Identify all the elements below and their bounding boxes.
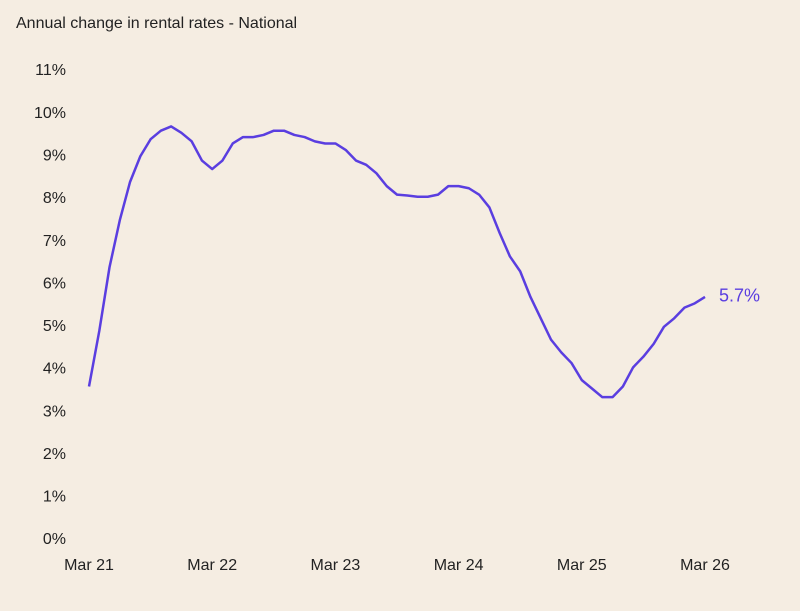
y-tick-label: 11% [35, 62, 66, 79]
y-tick-label: 7% [43, 233, 66, 250]
x-tick-label: Mar 23 [311, 557, 361, 574]
x-tick-label: Mar 24 [434, 557, 484, 574]
x-tick-label: Mar 22 [187, 557, 237, 574]
y-tick-label: 3% [43, 403, 66, 420]
y-tick-label: 8% [43, 190, 66, 207]
x-tick-label: Mar 21 [64, 557, 114, 574]
line [87, 125, 706, 399]
y-tick-label: 6% [43, 275, 66, 292]
y-tick-label: 1% [43, 489, 66, 506]
data-label: 5.7% [719, 286, 760, 306]
y-tick-label: 9% [43, 147, 66, 164]
y-tick-label: 2% [43, 446, 66, 463]
y-tick-label: 5% [43, 318, 66, 335]
chart-title: Annual change in rental rates - National [16, 15, 297, 32]
x-tick-label: Mar 26 [680, 557, 730, 574]
x-tick-label: Mar 25 [557, 557, 607, 574]
y-tick-label: 4% [43, 361, 66, 378]
y-tick-label: 10% [34, 105, 66, 122]
y-tick-label: 0% [43, 531, 66, 548]
